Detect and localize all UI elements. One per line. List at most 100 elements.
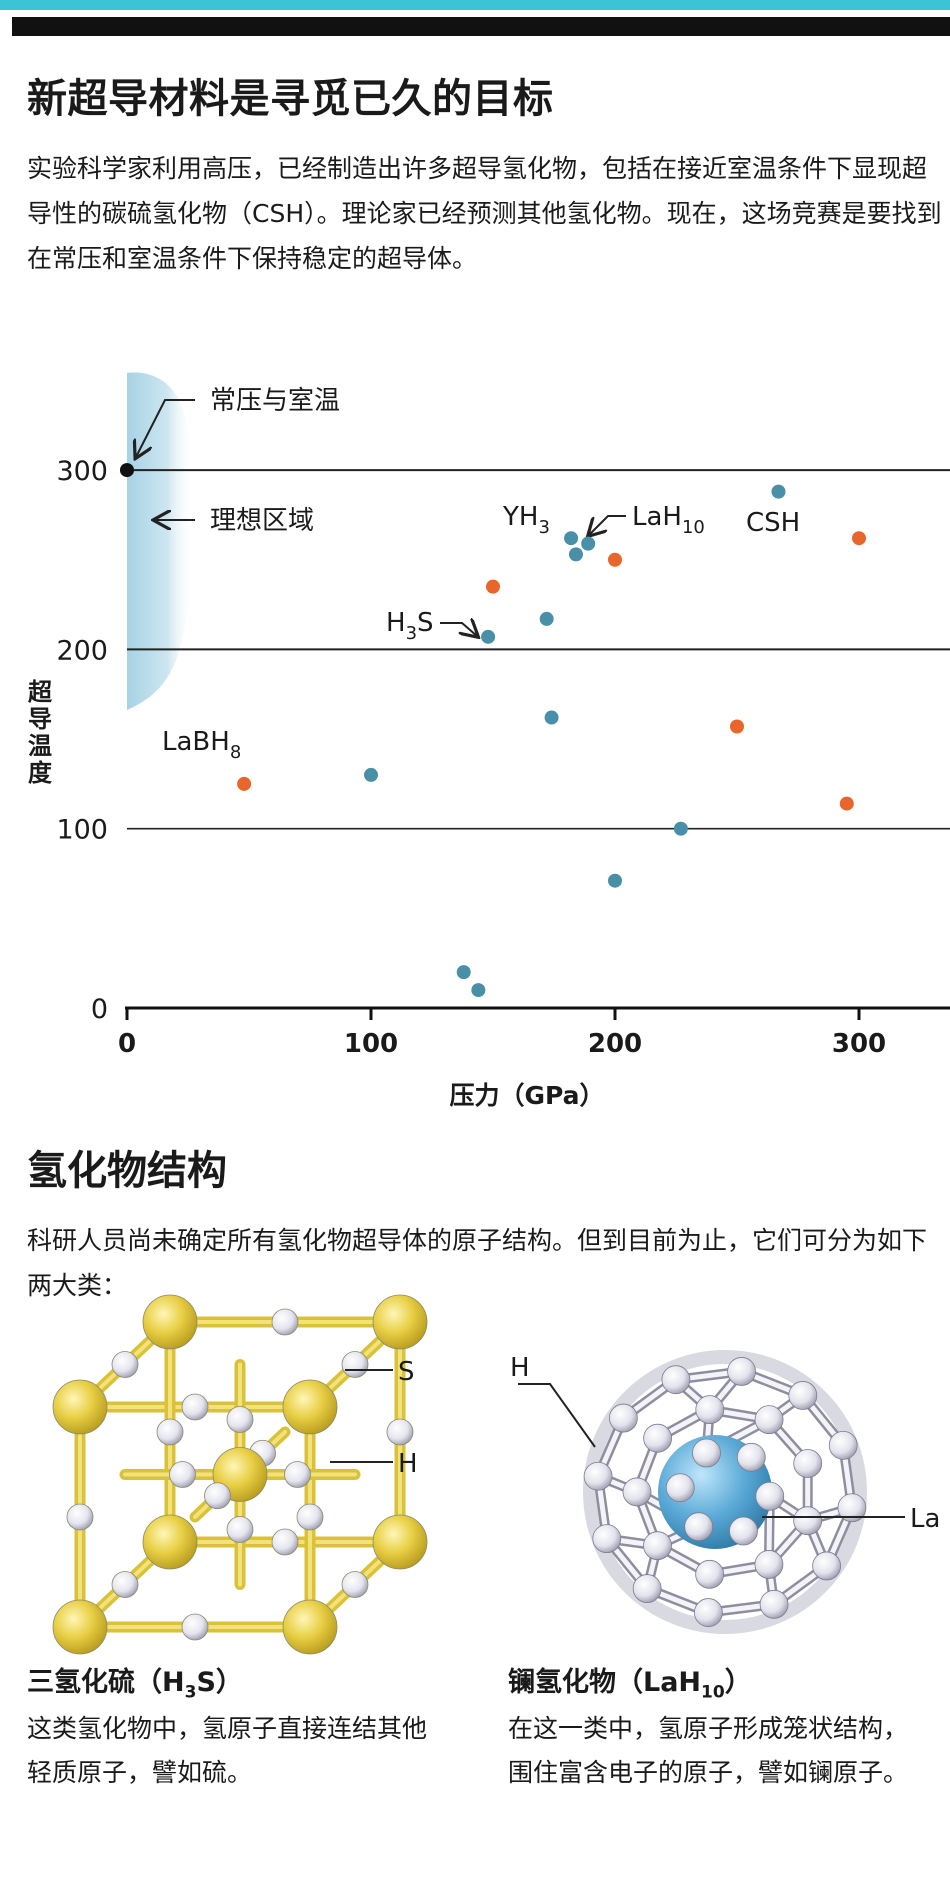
data-point-s1-5	[852, 531, 866, 546]
hydrogen-atom	[727, 1357, 756, 1386]
h3s-label-h: H	[398, 1449, 418, 1479]
label-labh8: LaBH8	[162, 727, 241, 763]
hydrogen-atom	[759, 1589, 789, 1619]
lah10-arrow	[589, 515, 626, 535]
h3s-structure-illustration: S H	[52, 1294, 428, 1655]
hydrogen-atom	[111, 1351, 139, 1378]
hydrogen-atom	[622, 1477, 652, 1507]
data-point-s0-1	[364, 767, 378, 782]
hydrogen-atom	[341, 1351, 369, 1378]
top-accent-bar	[0, 0, 950, 10]
sulfur-atom	[142, 1294, 198, 1350]
hydrogen-atom	[643, 1423, 673, 1453]
hydrogen-atom	[684, 1512, 714, 1542]
hydrogen-atom	[665, 1473, 695, 1503]
hydrogen-atom	[695, 1395, 725, 1425]
top-black-bar	[12, 17, 950, 36]
sulfur-atom	[52, 1379, 108, 1435]
lah10-caption-title: 镧氢化物（LaH10）	[508, 1667, 752, 1703]
data-point-s0-10	[608, 873, 622, 888]
y-tick-label-100: 100	[56, 815, 108, 846]
h3s-caption-text: 这类氢化物中，氢原子直接连结其他轻质原子，譬如硫。	[27, 1714, 428, 1787]
lah10-structure-illustration: H La	[510, 1350, 940, 1634]
x-tick-label-300: 300	[832, 1029, 886, 1059]
hydrogen-atom	[271, 1528, 299, 1556]
hydrogen-atom	[271, 1308, 299, 1336]
data-point-s0-11	[673, 821, 688, 836]
hydrogen-atom	[643, 1531, 672, 1561]
hydrogen-atom	[386, 1418, 414, 1446]
hydrogen-atom	[837, 1493, 867, 1523]
scatter-chart: 0 100 200 300 0 100 200 300 压力（GPa） 超导温度 常压与室温理想区…	[28, 372, 950, 1110]
ambient-arrow	[136, 399, 195, 457]
data-point-s1-0	[237, 776, 252, 791]
hydrogen-atom	[695, 1559, 725, 1589]
structures-heading: 氢化物结构	[27, 1148, 227, 1194]
hydrogen-atom	[181, 1393, 209, 1421]
y-tick-label-200: 200	[56, 635, 108, 666]
ideal-zone	[127, 372, 194, 710]
hydrogen-atom	[736, 1442, 766, 1472]
data-point-s0-9	[581, 536, 596, 551]
hydrogen-atom	[661, 1365, 691, 1395]
hydrogen-atom	[341, 1571, 369, 1598]
x-tick-label-100: 100	[344, 1029, 398, 1059]
data-point-s0-3	[471, 983, 486, 998]
lah-label-h: H	[510, 1353, 530, 1383]
hydrogen-atom	[729, 1516, 758, 1546]
ideal-zone-annotation: 理想区域	[210, 506, 314, 536]
hydrogen-atom	[226, 1406, 254, 1433]
hydrogen-atom	[755, 1481, 785, 1511]
hydrogen-atom	[788, 1381, 818, 1410]
data-point-s0-7	[564, 531, 579, 546]
ambient-point	[120, 463, 134, 478]
data-point-s1-1	[486, 579, 500, 594]
hydrogen-atom	[692, 1438, 721, 1468]
page-title: 新超导材料是寻觅已久的目标	[27, 76, 554, 122]
sulfur-atom	[282, 1379, 338, 1435]
data-point-s0-8	[568, 547, 583, 562]
hydrogen-atom	[111, 1571, 139, 1598]
hydrogen-atom	[632, 1574, 662, 1603]
x-tick-label-0: 0	[118, 1029, 136, 1059]
sulfur-atom	[282, 1599, 338, 1655]
hydrogen-atom	[793, 1506, 823, 1536]
lah10-caption-text: 在这一类中，氢原子形成笼状结构，围住富含电子的原子，譬如镧原子。	[508, 1714, 909, 1787]
x-tick-label-200: 200	[588, 1029, 642, 1059]
hydrogen-atom	[608, 1403, 638, 1433]
hydrogen-atom	[754, 1405, 784, 1435]
data-point-s0-12	[771, 484, 786, 499]
y-axis-title: 超导温度	[28, 678, 53, 787]
data-point-s1-4	[839, 796, 854, 811]
label-csh: CSH	[746, 508, 800, 538]
hydrogen-atom	[66, 1503, 94, 1531]
hydrogen-atom	[226, 1516, 254, 1543]
y-tick-label-300: 300	[56, 456, 108, 487]
label-lah10: LaH10	[632, 502, 705, 538]
intro-paragraph: 实验科学家利用高压，已经制造出许多超导氢化物，包括在接近室温条件下显现超导性的碳…	[27, 154, 942, 273]
data-point-s0-2	[456, 965, 471, 980]
hydrogen-atom	[284, 1461, 311, 1488]
label-yh3: YH3	[502, 502, 550, 538]
x-axis-title: 压力（GPa）	[449, 1081, 604, 1110]
ambient-annotation: 常压与室温	[210, 386, 340, 416]
label-h3s: H3S	[386, 608, 434, 644]
sulfur-atom	[142, 1514, 198, 1570]
hydrogen-atom	[583, 1461, 613, 1491]
sulfur-atom	[52, 1599, 108, 1655]
hydrogen-atom	[812, 1551, 842, 1581]
hydrogen-atom	[592, 1524, 622, 1554]
data-point-s0-5	[539, 611, 554, 626]
hydrogen-atom	[181, 1613, 209, 1641]
data-point-s0-6	[544, 710, 559, 725]
h3s-label-s: S	[398, 1357, 415, 1387]
hydrogen-atom	[156, 1418, 184, 1446]
hydrogen-atom	[169, 1461, 196, 1488]
h3s-arrow	[440, 623, 477, 636]
data-point-s1-3	[730, 719, 744, 734]
lah-label-la: La	[910, 1504, 940, 1534]
hydrogen-atom	[828, 1430, 858, 1460]
y-tick-label-0: 0	[91, 994, 108, 1025]
h3s-caption-title: 三氢化硫（H3S）	[27, 1667, 243, 1703]
data-point-s1-2	[608, 552, 622, 567]
